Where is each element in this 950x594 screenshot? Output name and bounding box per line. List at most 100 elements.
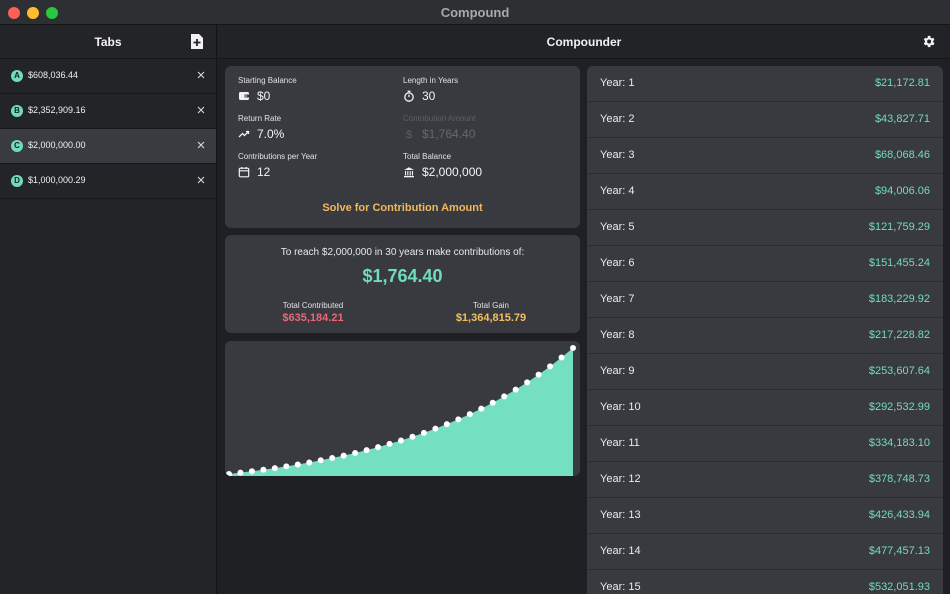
year-balance: $21,172.81	[874, 77, 930, 89]
result-description: To reach $2,000,000 in 30 years make con…	[280, 247, 525, 258]
main-header: Compounder	[218, 25, 950, 59]
main-content: Compounder Starting Balance $0 Length in…	[218, 25, 950, 594]
starting-balance-label: Starting Balance	[238, 76, 297, 85]
chart-point	[226, 471, 232, 476]
year-row[interactable]: Year: 7 $183,229.92	[587, 282, 943, 318]
result-card: To reach $2,000,000 in 30 years make con…	[225, 235, 580, 333]
year-row[interactable]: Year: 11 $334,183.10	[587, 426, 943, 462]
solve-contribution-button[interactable]: Solve for Contribution Amount	[225, 202, 580, 214]
chart-point	[283, 463, 290, 470]
window-title: Compound	[440, 5, 510, 20]
year-row[interactable]: Year: 2 $43,827.71	[587, 102, 943, 138]
close-tab-icon[interactable]	[196, 70, 206, 80]
close-tab-icon[interactable]	[196, 175, 206, 185]
chart-point	[535, 371, 542, 378]
starting-balance-field[interactable]: Starting Balance $0	[238, 76, 297, 103]
tab-label: $2,352,909.16	[28, 105, 86, 115]
tab-label: $608,036.44	[28, 70, 79, 80]
zoom-window-button[interactable]	[46, 7, 58, 19]
title-bar: Compound	[0, 0, 950, 25]
chart-point	[386, 440, 393, 447]
close-window-button[interactable]	[8, 7, 20, 19]
contributions-per-year-field[interactable]: Contributions per Year 12	[238, 152, 317, 179]
year-label: Year: 11	[600, 437, 640, 449]
year-balance: $532,051.93	[868, 581, 930, 593]
chart-point	[294, 461, 301, 468]
tab-item[interactable]: D $1,000,000.29	[0, 164, 216, 199]
year-balance: $183,229.92	[868, 293, 930, 305]
year-label: Year: 14	[600, 545, 641, 557]
gear-icon[interactable]	[921, 34, 936, 49]
tab-item[interactable]: A $608,036.44	[0, 59, 216, 94]
chart-point	[420, 429, 427, 436]
year-label: Year: 2	[600, 113, 635, 125]
chart-point	[317, 457, 324, 464]
year-row[interactable]: Year: 14 $477,457.13	[587, 534, 943, 570]
total-balance-value[interactable]: $2,000,000	[422, 165, 483, 179]
length-years-value[interactable]: 30	[422, 89, 436, 103]
tab-item-selected[interactable]: C $2,000,000.00	[0, 129, 216, 164]
chart-point	[512, 386, 519, 393]
year-row[interactable]: Year: 8 $217,228.82	[587, 318, 943, 354]
chart-point	[260, 466, 267, 473]
year-row[interactable]: Year: 9 $253,607.64	[587, 354, 943, 390]
chart-point	[375, 444, 382, 451]
year-row[interactable]: Year: 6 $151,455.24	[587, 246, 943, 282]
year-label: Year: 1	[600, 77, 635, 89]
year-row[interactable]: Year: 15 $532,051.93	[587, 570, 943, 594]
tab-badge: D	[11, 175, 23, 187]
calendar-icon	[238, 167, 250, 178]
return-rate-field[interactable]: Return Rate 7.0%	[238, 114, 284, 141]
year-label: Year: 15	[600, 581, 641, 593]
tab-badge: C	[11, 140, 23, 152]
close-tab-icon[interactable]	[196, 140, 206, 150]
growth-chart-card	[225, 341, 580, 476]
length-years-label: Length in Years	[403, 76, 459, 85]
year-balance: $217,228.82	[868, 329, 930, 341]
tab-label: $1,000,000.29	[28, 175, 86, 185]
chart-point	[455, 416, 462, 423]
tab-badge: B	[11, 105, 23, 117]
balance-area	[229, 348, 573, 476]
stopwatch-icon	[404, 90, 414, 102]
contribution-amount-label: Contribution Amount	[403, 114, 476, 123]
year-row[interactable]: Year: 12 $378,748.73	[587, 462, 943, 498]
chart-point	[352, 449, 359, 456]
minimize-window-button[interactable]	[27, 7, 39, 19]
chart-point	[237, 469, 244, 476]
chart-point	[478, 405, 485, 412]
chart-point	[501, 393, 508, 400]
year-label: Year: 10	[600, 401, 641, 413]
year-balance: $292,532.99	[868, 401, 930, 413]
close-tab-icon[interactable]	[196, 105, 206, 115]
chart-point	[489, 399, 496, 406]
year-row[interactable]: Year: 5 $121,759.29	[587, 210, 943, 246]
tab-item[interactable]: B $2,352,909.16	[0, 94, 216, 129]
sidebar-header: Tabs	[0, 25, 216, 59]
year-label: Year: 13	[600, 509, 641, 521]
year-row[interactable]: Year: 1 $21,172.81	[587, 66, 943, 102]
wallet-icon	[239, 92, 249, 100]
contributions-per-year-value[interactable]: 12	[257, 165, 271, 179]
year-balance: $334,183.10	[868, 437, 930, 449]
total-contributed-label: Total Contributed	[282, 301, 344, 310]
length-years-field[interactable]: Length in Years 30	[403, 76, 459, 103]
chart-point	[248, 468, 255, 475]
total-gain-value: $1,364,815.79	[455, 312, 527, 324]
total-balance-field[interactable]: Total Balance $2,000,000	[403, 152, 482, 179]
new-tab-icon[interactable]	[190, 33, 204, 50]
tab-badge: A	[11, 70, 23, 82]
total-balance-label: Total Balance	[403, 152, 452, 161]
year-balance: $426,433.94	[868, 509, 930, 521]
year-label: Year: 9	[600, 365, 635, 377]
return-rate-value[interactable]: 7.0%	[257, 127, 285, 141]
starting-balance-value[interactable]: $0	[257, 89, 271, 103]
chart-point	[570, 345, 576, 351]
year-row[interactable]: Year: 13 $426,433.94	[587, 498, 943, 534]
sidebar-title: Tabs	[94, 35, 122, 49]
year-row[interactable]: Year: 3 $68,068.46	[587, 138, 943, 174]
year-row[interactable]: Year: 4 $94,006.06	[587, 174, 943, 210]
chart-point	[547, 363, 554, 370]
year-row[interactable]: Year: 10 $292,532.99	[587, 390, 943, 426]
year-label: Year: 6	[600, 257, 635, 269]
